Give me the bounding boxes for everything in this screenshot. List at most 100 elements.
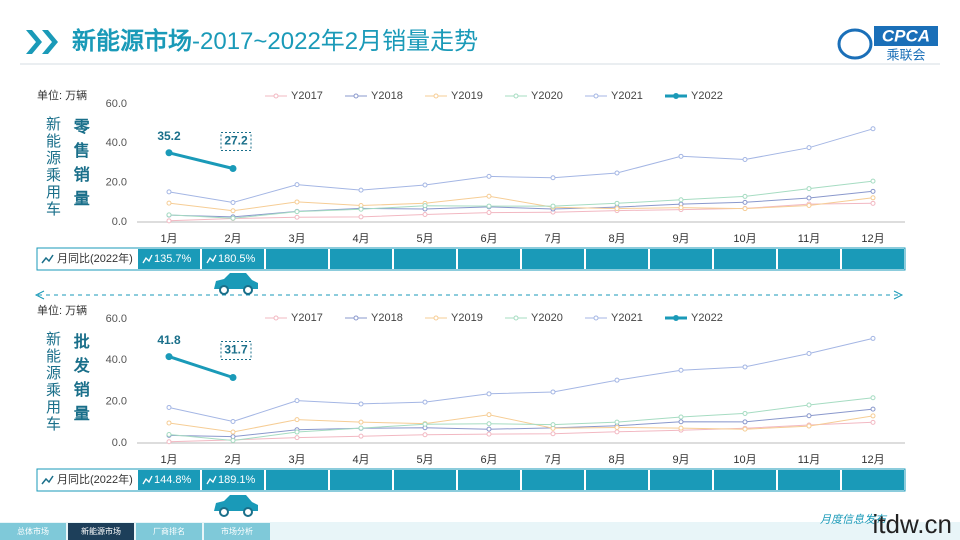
car-wheel [243, 285, 253, 295]
y-tick-label: 20.0 [106, 396, 127, 408]
point [678, 367, 684, 373]
legend-label: Y2021 [611, 90, 643, 102]
point [742, 156, 748, 162]
yoy-cell [202, 249, 264, 269]
legend-marker [593, 93, 599, 99]
series-line [168, 414, 874, 433]
footer-tab-label: 新能源市场 [81, 526, 121, 536]
point [486, 193, 492, 199]
point [550, 389, 556, 395]
point [166, 420, 172, 426]
point [294, 209, 300, 215]
y-tick-label: 20.0 [106, 177, 127, 189]
point [166, 432, 172, 438]
point [358, 419, 364, 425]
point [870, 419, 876, 425]
y-tick-label: 40.0 [106, 354, 127, 366]
point [614, 429, 620, 435]
logo-mark [837, 28, 873, 60]
x-tick-label: 7月 [544, 454, 561, 466]
yoy-cell [586, 249, 648, 269]
point [358, 214, 364, 220]
yoy-cell-icon [206, 475, 217, 485]
data-label: 35.2 [157, 129, 181, 143]
logo-sub: 乘联会 [886, 47, 925, 62]
footer-tab [204, 523, 270, 540]
yoy-cell [650, 249, 712, 269]
series-line [168, 355, 234, 379]
point [742, 419, 748, 425]
x-tick-label: 1月 [160, 233, 177, 245]
point [742, 193, 748, 199]
point [742, 410, 748, 416]
y-tick-label: 0.0 [112, 437, 127, 449]
y-tick-label: 60.0 [106, 313, 127, 325]
x-tick-label: 10月 [733, 454, 756, 466]
point [422, 212, 428, 218]
point [806, 202, 812, 208]
point [614, 377, 620, 383]
x-tick-label: 8月 [608, 233, 625, 245]
yoy-cell [330, 249, 392, 269]
footer-right: 月度信息发布 [820, 513, 888, 526]
point [550, 422, 556, 428]
data-label: 31.7 [224, 343, 248, 357]
point [870, 126, 876, 132]
yoy-cell [138, 470, 200, 490]
yoy-value: 189.1% [218, 474, 256, 486]
series-line [168, 151, 234, 170]
yoy-value: 135.7% [154, 253, 192, 265]
point [678, 205, 684, 211]
yoy-label: 月同比(2022年) [57, 251, 133, 265]
yoy-cell-icon [142, 475, 153, 485]
point [358, 187, 364, 193]
point [166, 200, 172, 206]
yoy-cell [138, 249, 200, 269]
yoy-cell [266, 470, 328, 490]
point [806, 186, 812, 192]
point [614, 200, 620, 206]
legend-label: Y2017 [291, 312, 323, 324]
data-label: 41.8 [157, 333, 181, 347]
legend-marker [673, 93, 679, 99]
point [870, 395, 876, 401]
point [550, 175, 556, 181]
series-line [168, 397, 874, 442]
y-tick-label: 0.0 [112, 216, 127, 228]
point [422, 432, 428, 438]
car-body [214, 273, 258, 289]
footer-tab-label: 总体市场 [17, 526, 49, 536]
point [230, 208, 236, 214]
point [294, 199, 300, 205]
x-tick-label: 3月 [288, 233, 305, 245]
point [806, 423, 812, 429]
yoy-cell [650, 470, 712, 490]
title-main: 新能源市场 [72, 27, 192, 55]
point [422, 203, 428, 209]
point [614, 170, 620, 176]
legend-label: Y2020 [531, 312, 563, 324]
point [358, 401, 364, 407]
point [614, 206, 620, 212]
point [294, 398, 300, 404]
point [614, 419, 620, 425]
point [294, 417, 300, 423]
footer-tab [68, 523, 134, 540]
side-label: 新能源乘用车 [44, 331, 61, 433]
point [229, 165, 237, 173]
point [870, 178, 876, 184]
legend-marker [353, 315, 359, 321]
point [422, 421, 428, 427]
car-wheel [243, 507, 253, 517]
footer-tab-label: 厂商排名 [153, 526, 185, 536]
point [550, 203, 556, 209]
legend-label: Y2019 [451, 90, 483, 102]
point [358, 206, 364, 212]
yoy-cell [778, 249, 840, 269]
page-title: 新能源市场-2017~2022年2月销量走势 [72, 27, 478, 55]
yoy-cell-icon [142, 254, 153, 264]
x-tick-label: 11月 [798, 233, 820, 245]
yoy-cell-icon [206, 254, 217, 264]
chevrons [26, 30, 58, 54]
legend-marker [273, 315, 279, 321]
